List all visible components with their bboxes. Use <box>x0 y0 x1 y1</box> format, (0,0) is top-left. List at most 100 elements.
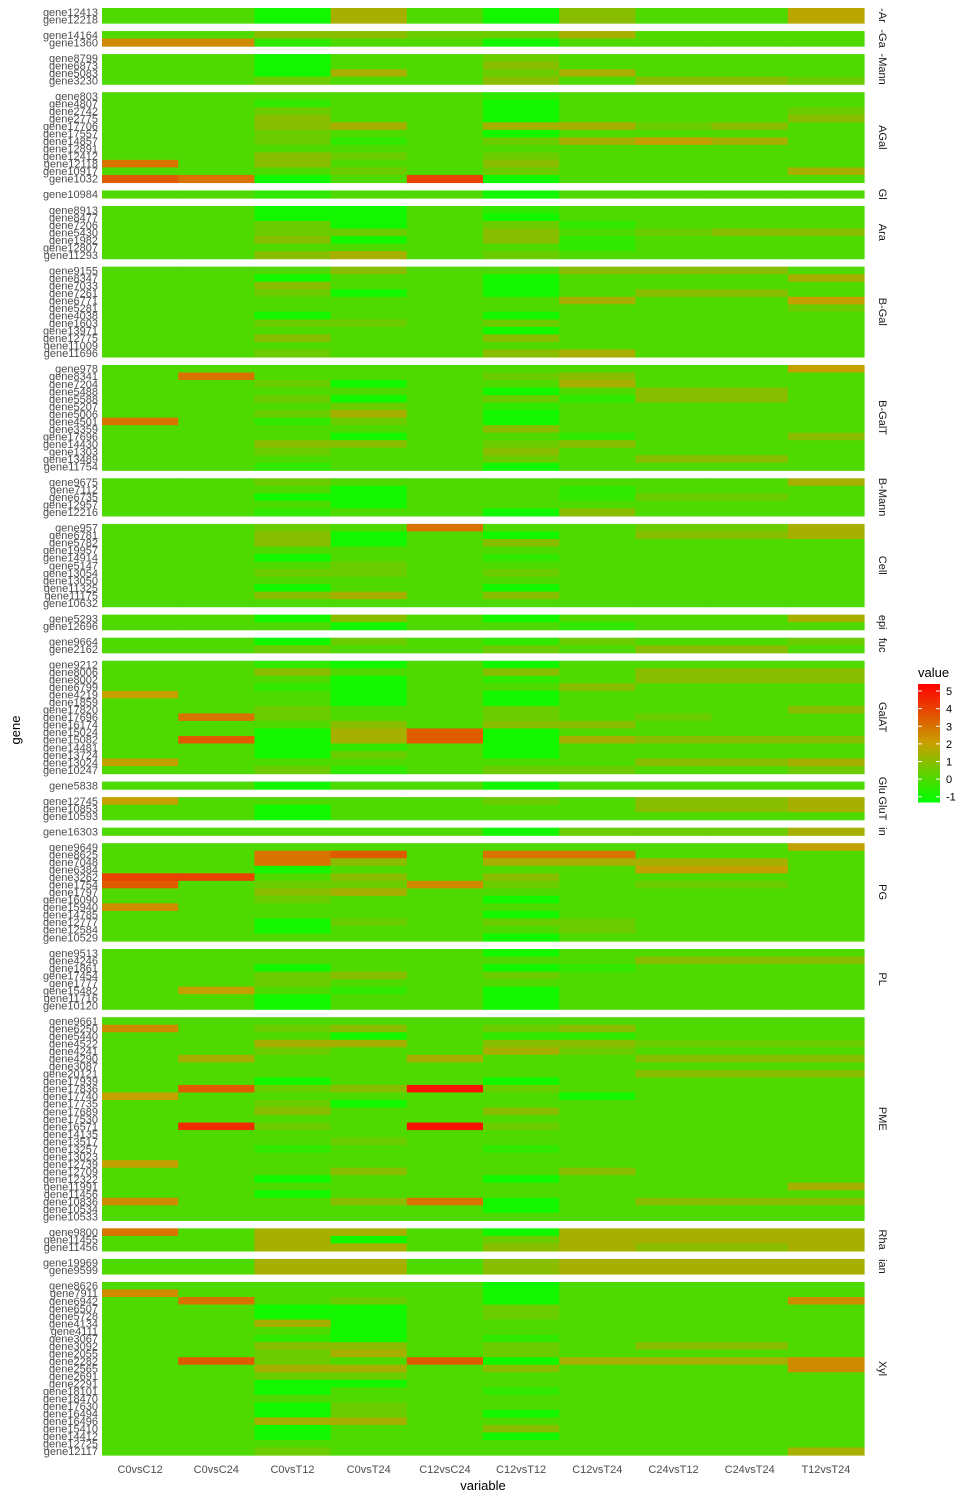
legend-color-bar <box>918 778 940 781</box>
heatmap-cell <box>178 523 255 533</box>
heatmap-cell <box>102 1197 179 1206</box>
heatmap-cell <box>787 372 865 381</box>
heatmap-cell <box>483 979 560 988</box>
heatmap-cell <box>102 387 179 396</box>
gene-tick-label: gene9800 <box>49 1227 98 1239</box>
heatmap-cell <box>559 1197 636 1206</box>
heatmap-cell <box>254 576 332 585</box>
heatmap-cell <box>635 1394 713 1403</box>
gene-tick-label: gene7048 <box>49 857 98 869</box>
heatmap-cell <box>178 1402 255 1411</box>
heatmap-cell <box>711 910 789 920</box>
gene-tick-label: gene5430 <box>49 227 98 239</box>
heatmap-cell <box>254 720 332 730</box>
legend-color-bar <box>918 774 940 777</box>
heatmap-cell <box>406 387 484 396</box>
heatmap-cell <box>787 622 865 631</box>
heatmap-cell <box>254 236 332 245</box>
heatmap-cell <box>406 1349 484 1358</box>
heatmap-cell <box>635 1137 713 1146</box>
heatmap-cell <box>787 417 865 426</box>
legend-color-bar <box>918 768 940 772</box>
heatmap-cell <box>559 850 636 859</box>
heatmap-cell <box>178 713 255 722</box>
heatmap-cell <box>406 8 484 17</box>
heatmap-cell <box>711 949 789 958</box>
heatmap-cell <box>711 1092 789 1101</box>
heatmap-cell <box>254 221 332 230</box>
heatmap-cell <box>559 364 636 374</box>
heatmap-cell <box>178 903 255 912</box>
heatmap-cell <box>711 1182 789 1191</box>
heatmap-cell <box>254 159 332 169</box>
heatmap-cell <box>330 690 408 699</box>
gene-tick-label: gene12807 <box>43 242 98 254</box>
gene-tick-label: gene15410 <box>43 1424 98 1436</box>
heatmap-cell <box>102 296 179 305</box>
heatmap-cell <box>711 213 789 222</box>
legend-tick-label: 1 <box>946 756 952 768</box>
heatmap-cell <box>102 781 179 790</box>
heatmap-cell <box>102 372 179 381</box>
heatmap-cell <box>483 319 560 328</box>
heatmap-cell <box>483 1190 560 1199</box>
heatmap-cell <box>254 1099 332 1109</box>
heatmap-cell <box>178 137 255 146</box>
heatmap-cell <box>711 1212 789 1221</box>
heatmap-cell <box>178 447 255 456</box>
heatmap-cell <box>254 190 332 199</box>
heatmap-cell <box>787 1024 865 1033</box>
heatmap-cell <box>178 1190 255 1199</box>
heatmap-cell <box>330 1039 408 1048</box>
heatmap-cell <box>635 743 713 752</box>
heatmap-cell <box>330 425 408 434</box>
heatmap-cell <box>406 1107 484 1116</box>
heatmap-cell <box>711 508 789 517</box>
heatmap-cell <box>559 508 636 517</box>
heatmap-cell <box>635 228 713 237</box>
heatmap-cell <box>483 1402 560 1411</box>
heatmap-cell <box>178 1304 255 1313</box>
heatmap-cell <box>711 341 789 351</box>
heatmap-cell <box>635 1175 713 1184</box>
heatmap-cell <box>330 1062 408 1071</box>
heatmap-cell <box>635 637 713 646</box>
heatmap-cell <box>787 1349 865 1358</box>
heatmap-cell <box>254 994 332 1003</box>
heatmap-cell <box>254 546 332 555</box>
heatmap-cell <box>559 1137 636 1146</box>
heatmap-cell <box>787 1424 865 1434</box>
gene-tick-label: gene4241 <box>49 1046 98 1058</box>
heatmap-cell <box>559 804 636 813</box>
heatmap-cell <box>559 1024 636 1033</box>
heatmap-cell <box>330 326 408 335</box>
heatmap-cell <box>102 228 179 237</box>
heatmap-cell <box>102 440 179 449</box>
heatmap-cell <box>406 1115 484 1124</box>
heatmap-cell <box>406 1289 484 1298</box>
heatmap-cell <box>178 478 255 487</box>
heatmap-cell <box>711 1372 789 1381</box>
heatmap-cell <box>330 1409 408 1418</box>
heatmap-cell <box>711 31 789 40</box>
heatmap-cell <box>406 107 484 116</box>
heatmap-cell <box>178 728 255 737</box>
heatmap-cell <box>178 152 255 161</box>
heatmap-cell <box>635 827 713 836</box>
heatmap-cell <box>483 107 560 116</box>
heatmap-cell <box>635 1122 713 1131</box>
heatmap-cell <box>787 92 865 101</box>
gene-tick-label: gene16090 <box>43 895 98 907</box>
heatmap-cell <box>254 1379 332 1388</box>
heatmap-cell <box>711 455 789 464</box>
gene-tick-label: gene7204 <box>49 379 98 391</box>
heatmap-cell <box>711 523 789 533</box>
heatmap-cell <box>178 99 255 108</box>
heatmap-cell <box>483 38 560 47</box>
heatmap-cell <box>254 531 332 540</box>
heatmap-cell <box>711 1342 789 1351</box>
heatmap-cell <box>711 880 789 889</box>
heatmap-cell <box>102 668 179 677</box>
heatmap-cell <box>711 1432 789 1441</box>
